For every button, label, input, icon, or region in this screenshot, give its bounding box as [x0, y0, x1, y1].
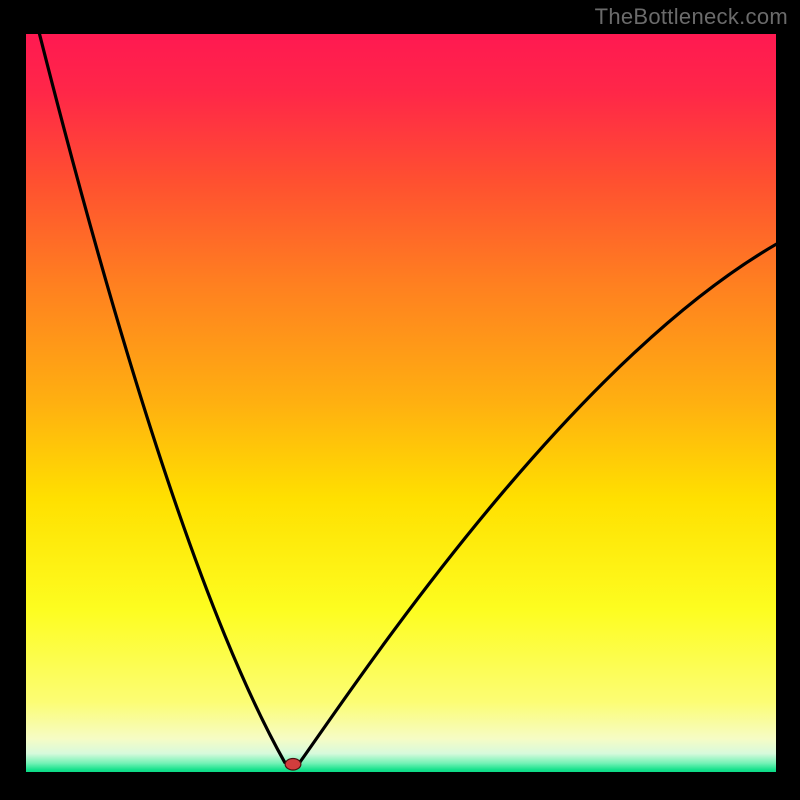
optimal-point-marker	[285, 758, 301, 770]
chart-frame: TheBottleneck.com	[0, 0, 800, 800]
gradient-background	[26, 34, 776, 772]
plot-area	[26, 34, 776, 772]
chart-svg	[26, 34, 776, 772]
watermark-text: TheBottleneck.com	[595, 4, 788, 30]
